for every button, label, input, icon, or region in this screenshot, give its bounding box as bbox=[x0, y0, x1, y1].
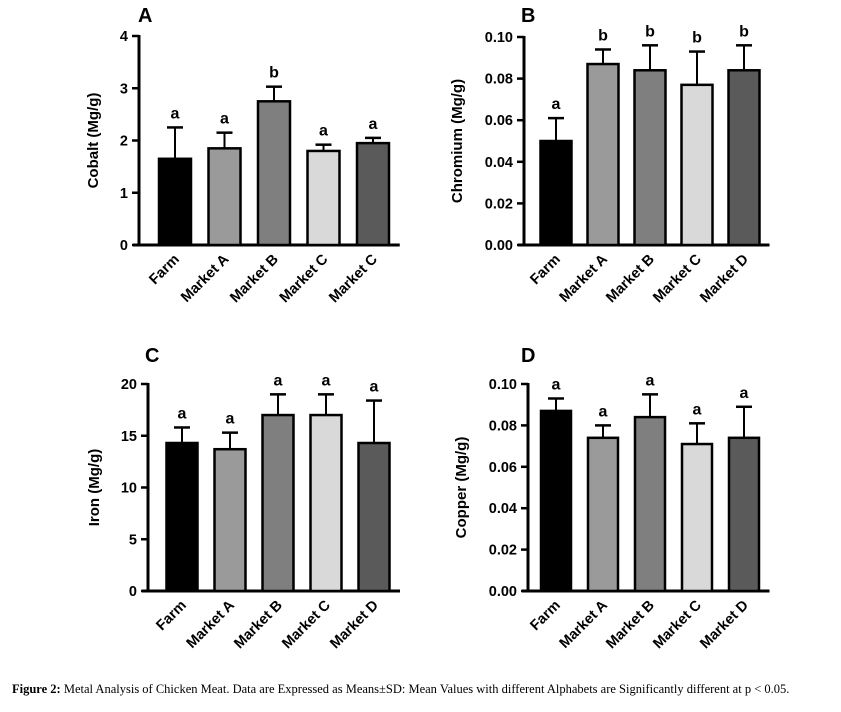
figure-caption-text: Metal Analysis of Chicken Meat. Data are… bbox=[63, 682, 790, 696]
panel-letter: B bbox=[521, 5, 535, 27]
chart-panel-b: B Chromium (Mg/g) 0.00 0.02 0.04 0.06 0.08 0.10… bbox=[449, 5, 770, 306]
y-tick-label: 0.00 bbox=[489, 584, 517, 600]
x-tick-label: Market C bbox=[650, 597, 705, 652]
significance-letter: b bbox=[598, 27, 608, 44]
bar bbox=[680, 83, 714, 247]
y-tick-label: 0.08 bbox=[489, 418, 517, 434]
y-axis-label: Chromium (Mg/g) bbox=[449, 79, 466, 203]
y-tick-label: 0.08 bbox=[485, 72, 513, 88]
y-tick-label: 2 bbox=[120, 134, 128, 150]
bar bbox=[727, 436, 761, 593]
x-tick-label: Market C bbox=[326, 251, 381, 306]
panel-letter: A bbox=[138, 5, 152, 27]
y-tick-label: 0.00 bbox=[485, 238, 513, 254]
bar bbox=[165, 441, 199, 593]
bar bbox=[586, 436, 620, 593]
bar bbox=[357, 441, 391, 593]
significance-letter: b bbox=[645, 23, 655, 40]
x-tick-label: Farm bbox=[527, 252, 563, 288]
y-tick-label: 3 bbox=[120, 81, 128, 97]
y-tick-label: 5 bbox=[129, 532, 137, 548]
figure-caption: Figure 2: Metal Analysis of Chicken Meat… bbox=[12, 681, 838, 698]
y-tick-label: 20 bbox=[121, 377, 137, 393]
x-tick-label: Market D bbox=[327, 598, 382, 653]
chart-panel-a: A Cobalt (Mg/g) 0 1 2 3 4 a Farm a Market A b Market… bbox=[85, 5, 400, 306]
x-tick-label: Market A bbox=[184, 597, 239, 652]
y-axis-label: Iron (Mg/g) bbox=[86, 449, 103, 526]
bar bbox=[306, 149, 341, 247]
panel-letter: D bbox=[521, 345, 535, 367]
bar bbox=[157, 157, 193, 247]
bar bbox=[727, 69, 761, 247]
significance-letter: a bbox=[322, 372, 331, 389]
significance-letter: a bbox=[178, 405, 187, 422]
significance-letter: a bbox=[319, 123, 328, 140]
y-tick-label: 0.02 bbox=[485, 196, 513, 212]
bar bbox=[586, 62, 620, 247]
significance-letter: b bbox=[269, 65, 279, 82]
x-tick-label: Market B bbox=[227, 252, 282, 307]
bar bbox=[633, 415, 667, 593]
x-tick-label: Market D bbox=[697, 252, 752, 307]
significance-letter: a bbox=[369, 116, 378, 133]
x-tick-label: Farm bbox=[146, 252, 182, 288]
y-tick-label: 0.06 bbox=[485, 113, 513, 129]
chart-panel-d: D Copper (Mg/g) 0.00 0.02 0.04 0.06 0.08 0.10 a F… bbox=[453, 345, 770, 652]
significance-letter: a bbox=[226, 411, 235, 428]
x-tick-label: Market D bbox=[697, 598, 752, 653]
significance-letter: a bbox=[220, 111, 229, 128]
y-tick-label: 15 bbox=[121, 429, 137, 445]
y-tick-label: 0.04 bbox=[485, 155, 513, 171]
x-tick-label: Market B bbox=[603, 598, 658, 653]
y-tick-label: 0.02 bbox=[489, 543, 517, 559]
x-tick-label: Market B bbox=[603, 252, 658, 307]
y-tick-label: 0 bbox=[129, 584, 137, 600]
y-tick-label: 0.10 bbox=[489, 377, 517, 393]
x-tick-label: Farm bbox=[153, 598, 189, 634]
x-tick-label: Market B bbox=[231, 598, 286, 653]
bar bbox=[539, 409, 573, 593]
significance-letter: a bbox=[171, 105, 180, 122]
significance-letter: a bbox=[370, 379, 379, 396]
metal-analysis-figure: A Cobalt (Mg/g) 0 1 2 3 4 a Farm a Market A b Market… bbox=[85, 5, 770, 652]
significance-letter: a bbox=[552, 96, 561, 113]
y-tick-label: 0.04 bbox=[489, 501, 517, 517]
y-axis-label: Cobalt (Mg/g) bbox=[85, 93, 102, 189]
bar bbox=[261, 413, 295, 593]
x-tick-label: Market C bbox=[279, 597, 334, 652]
bar bbox=[207, 147, 242, 247]
significance-letter: b bbox=[692, 30, 702, 47]
x-tick-label: Market A bbox=[557, 251, 612, 306]
bar bbox=[309, 413, 343, 593]
chart-panel-c: C Iron (Mg/g) 0 5 10 15 20 a Farm a Market A a Marke… bbox=[86, 345, 400, 652]
bar bbox=[256, 100, 292, 247]
bar bbox=[633, 69, 667, 247]
significance-letter: a bbox=[552, 376, 561, 393]
significance-letter: a bbox=[693, 401, 702, 418]
y-tick-label: 0.06 bbox=[489, 460, 517, 476]
figure-caption-label: Figure 2: bbox=[12, 682, 61, 696]
y-tick-label: 10 bbox=[121, 481, 137, 497]
significance-letter: a bbox=[599, 403, 608, 420]
x-tick-label: Market A bbox=[178, 251, 233, 306]
x-tick-label: Farm bbox=[527, 598, 563, 634]
significance-letter: b bbox=[739, 23, 749, 40]
panel-letter: C bbox=[145, 345, 159, 367]
bar bbox=[355, 141, 391, 247]
y-tick-label: 0 bbox=[120, 238, 128, 254]
significance-letter: a bbox=[274, 372, 283, 389]
y-tick-label: 4 bbox=[120, 29, 128, 45]
y-tick-label: 1 bbox=[120, 186, 128, 202]
x-tick-label: Market C bbox=[650, 251, 705, 306]
significance-letter: a bbox=[740, 385, 749, 402]
bar bbox=[539, 139, 573, 247]
x-tick-label: Market C bbox=[277, 251, 332, 306]
y-axis-label: Copper (Mg/g) bbox=[453, 437, 470, 539]
bar bbox=[213, 447, 247, 593]
significance-letter: a bbox=[646, 372, 655, 389]
x-tick-label: Market A bbox=[557, 597, 612, 652]
y-tick-label: 0.10 bbox=[485, 30, 513, 46]
bar bbox=[680, 442, 714, 593]
